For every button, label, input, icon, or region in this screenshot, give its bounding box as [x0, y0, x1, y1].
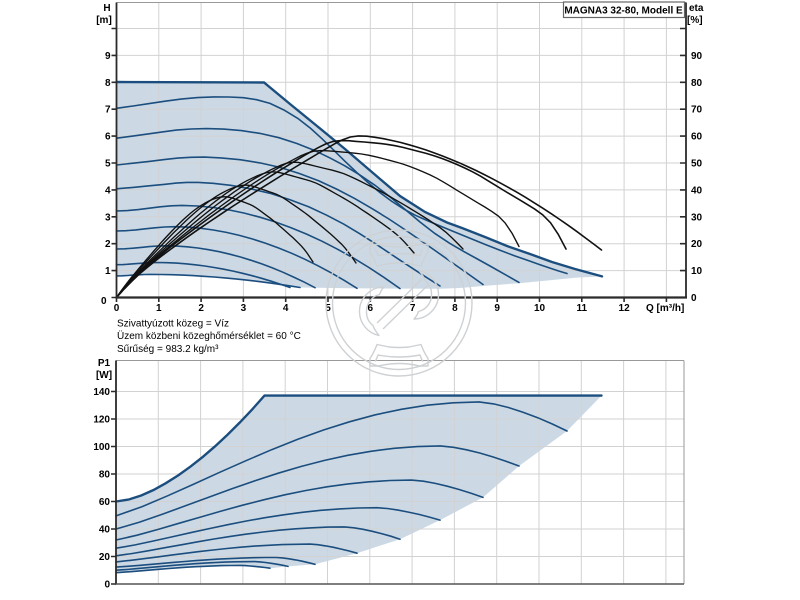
svg-text:7: 7 [105, 105, 111, 116]
svg-text:12: 12 [619, 303, 631, 314]
svg-text:50: 50 [691, 159, 703, 170]
svg-text:8: 8 [452, 303, 458, 314]
svg-text:4: 4 [283, 303, 289, 314]
svg-text:6: 6 [105, 132, 111, 143]
svg-text:Üzem közbeni közeghőmérséklet: Üzem közbeni közeghőmérséklet = 60 °C [117, 330, 301, 342]
svg-text:7: 7 [410, 303, 416, 314]
svg-text:100: 100 [93, 442, 110, 453]
svg-text:P1: P1 [98, 358, 111, 369]
svg-text:3: 3 [105, 212, 111, 223]
svg-text:5: 5 [105, 159, 111, 170]
svg-text:MAGNA3 32-80, Modell E: MAGNA3 32-80, Modell E [564, 6, 683, 17]
svg-text:H: H [103, 3, 110, 14]
svg-text:8: 8 [105, 78, 111, 89]
svg-text:9: 9 [494, 303, 500, 314]
svg-text:30: 30 [691, 212, 703, 223]
svg-text:Szivattyúzott közeg = Víz: Szivattyúzott közeg = Víz [117, 319, 229, 330]
svg-text:140: 140 [93, 387, 110, 398]
svg-text:60: 60 [99, 497, 111, 508]
svg-text:11: 11 [577, 303, 588, 314]
svg-text:Q [m³/h]: Q [m³/h] [646, 303, 684, 314]
svg-text:0: 0 [101, 296, 107, 307]
svg-text:120: 120 [93, 415, 110, 426]
svg-text:1: 1 [105, 266, 111, 277]
svg-text:2: 2 [105, 239, 111, 250]
svg-text:80: 80 [691, 78, 703, 89]
svg-text:eta: eta [689, 3, 704, 14]
svg-text:1: 1 [156, 303, 162, 314]
svg-text:[m]: [m] [96, 15, 112, 26]
svg-text:90: 90 [691, 51, 703, 62]
svg-text:40: 40 [99, 525, 111, 536]
svg-text:10: 10 [534, 303, 546, 314]
svg-text:70: 70 [691, 105, 703, 116]
svg-text:5: 5 [325, 303, 331, 314]
svg-text:80: 80 [99, 470, 111, 481]
svg-text:20: 20 [691, 239, 703, 250]
svg-text:3: 3 [241, 303, 247, 314]
svg-text:4: 4 [105, 185, 111, 196]
svg-text:40: 40 [691, 185, 703, 196]
svg-text:6: 6 [368, 303, 374, 314]
svg-text:[%]: [%] [687, 15, 703, 26]
svg-text:Sűrűség = 983.2 kg/m³: Sűrűség = 983.2 kg/m³ [117, 344, 219, 355]
svg-text:20: 20 [99, 552, 111, 563]
svg-text:10: 10 [691, 266, 703, 277]
svg-text:[W]: [W] [96, 370, 112, 381]
svg-text:0: 0 [114, 303, 120, 314]
svg-text:0: 0 [691, 293, 697, 304]
svg-text:0: 0 [104, 580, 110, 591]
svg-text:2: 2 [198, 303, 204, 314]
svg-text:60: 60 [691, 132, 703, 143]
svg-text:9: 9 [105, 51, 111, 62]
